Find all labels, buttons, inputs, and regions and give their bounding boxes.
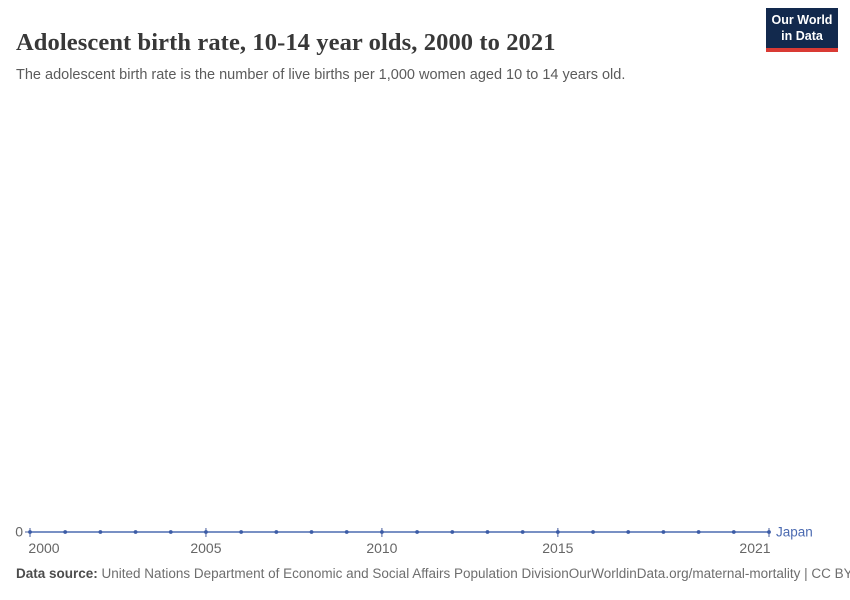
data-point [415, 530, 419, 534]
page-title: Adolescent birth rate, 10-14 year olds, … [16, 29, 556, 57]
page-subtitle: The adolescent birth rate is the number … [16, 66, 626, 83]
owid-logo: Our World in Data [766, 8, 838, 52]
data-point [168, 530, 173, 534]
y-axis-tick-label: 0 [15, 524, 23, 540]
data-point [28, 530, 32, 534]
x-axis-tick-label: 2021 [739, 540, 770, 556]
data-point [450, 530, 455, 534]
x-axis-tick-label: 2000 [28, 540, 59, 556]
data-source-note: Data source: United Nations Department o… [16, 566, 569, 581]
citation-note: OurWorldinData.org/maternal-mortality | … [568, 566, 850, 581]
chart-footer: Data source: United Nations Department o… [16, 566, 850, 581]
data-point [274, 530, 279, 534]
data-point [661, 530, 666, 534]
owid-logo-line2: in Data [781, 29, 823, 43]
x-axis-tick-label: 2010 [366, 540, 397, 556]
data-point [485, 530, 490, 534]
x-axis-tick-label: 2015 [542, 540, 573, 556]
data-point [696, 530, 701, 534]
data-point [133, 530, 138, 534]
data-point [98, 530, 103, 534]
data-point [555, 530, 560, 534]
series-label-japan: Japan [776, 525, 813, 540]
data-point [520, 530, 525, 534]
x-axis-tick-label: 2005 [190, 540, 221, 556]
data-point [591, 530, 595, 534]
data-point [380, 530, 384, 534]
data-point [309, 530, 314, 534]
data-point [204, 530, 208, 534]
data-point [767, 530, 771, 534]
data-source-label: Data source: [16, 566, 98, 581]
data-point [731, 530, 736, 534]
data-point [239, 530, 244, 534]
data-point [626, 530, 631, 534]
data-point [63, 530, 68, 534]
data-point [344, 530, 349, 534]
owid-logo-line1: Our World [771, 12, 833, 27]
data-source-text: United Nations Department of Economic an… [97, 566, 569, 581]
